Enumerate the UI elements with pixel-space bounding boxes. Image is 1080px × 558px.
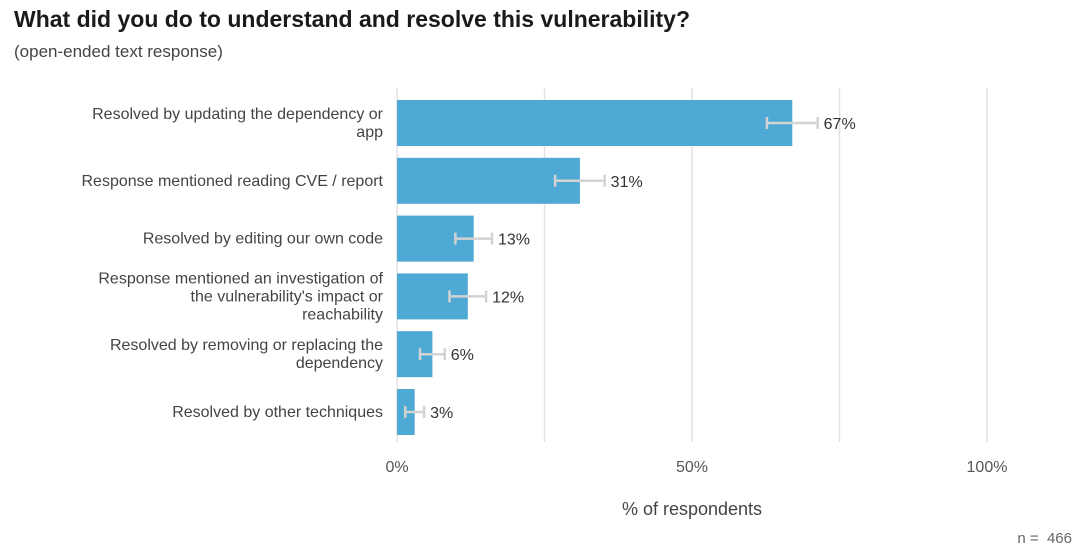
value-label: 6% bbox=[451, 347, 474, 364]
category-label: Resolved by updating the dependency or ap… bbox=[92, 106, 384, 141]
value-label: 67% bbox=[824, 116, 856, 133]
x-tick-label: 50% bbox=[676, 459, 708, 476]
x-tick-label: 100% bbox=[967, 459, 1008, 476]
chart-title: What did you do to understand and resolv… bbox=[14, 6, 691, 32]
category-label: Response mentioned reading CVE / report bbox=[81, 173, 383, 190]
value-label: 12% bbox=[492, 289, 524, 306]
bar bbox=[397, 157, 580, 204]
value-label: 13% bbox=[498, 232, 530, 249]
category-label: Resolved by editing our own code bbox=[143, 231, 383, 248]
bar bbox=[397, 100, 793, 146]
sample-size-note: n = 466 bbox=[1017, 530, 1072, 547]
value-label: 3% bbox=[430, 405, 453, 422]
category-label: Resolved by other techniques bbox=[172, 404, 383, 421]
x-axis-title: % of respondents bbox=[622, 499, 762, 519]
x-tick-label: 0% bbox=[385, 459, 408, 476]
category-label: Response mentioned an investigation of th… bbox=[98, 270, 383, 323]
value-label: 31% bbox=[611, 174, 643, 191]
category-label: Resolved by removing or replacing the dep… bbox=[110, 337, 383, 372]
chart-subtitle: (open-ended text response) bbox=[14, 42, 223, 61]
